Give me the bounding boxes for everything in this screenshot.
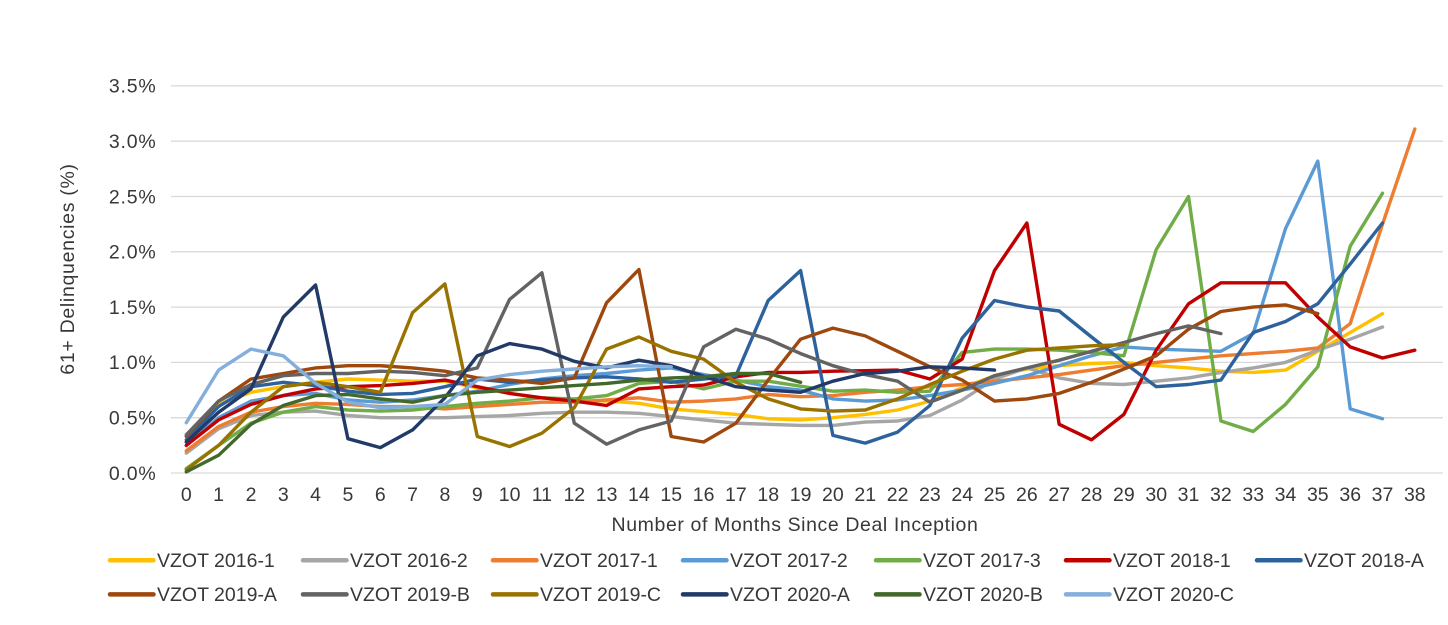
svg-text:0.0%: 0.0%: [109, 463, 157, 485]
svg-text:17: 17: [725, 484, 747, 506]
svg-text:61+ Delinquencies (%): 61+ Delinquencies (%): [57, 163, 79, 374]
svg-text:12: 12: [563, 484, 585, 506]
svg-text:30: 30: [1145, 484, 1167, 506]
svg-text:3: 3: [278, 484, 289, 506]
svg-text:24: 24: [951, 484, 973, 506]
svg-text:1.0%: 1.0%: [109, 352, 157, 374]
svg-text:VZOT 2017-1: VZOT 2017-1: [540, 550, 658, 572]
svg-text:VZOT 2019-C: VZOT 2019-C: [540, 584, 661, 606]
svg-text:6: 6: [375, 484, 386, 506]
svg-text:32: 32: [1210, 484, 1232, 506]
svg-text:33: 33: [1242, 484, 1264, 506]
svg-text:2.5%: 2.5%: [109, 186, 157, 208]
svg-text:VZOT 2019-A: VZOT 2019-A: [157, 584, 277, 606]
svg-text:1.5%: 1.5%: [109, 297, 157, 319]
svg-text:27: 27: [1048, 484, 1070, 506]
svg-text:3.0%: 3.0%: [109, 131, 157, 153]
svg-text:29: 29: [1113, 484, 1135, 506]
svg-text:0: 0: [181, 484, 192, 506]
svg-text:19: 19: [790, 484, 812, 506]
svg-text:16: 16: [693, 484, 715, 506]
svg-text:26: 26: [1016, 484, 1038, 506]
svg-text:0.5%: 0.5%: [109, 408, 157, 430]
svg-text:14: 14: [628, 484, 650, 506]
svg-text:VZOT 2016-1: VZOT 2016-1: [157, 550, 275, 572]
svg-text:36: 36: [1339, 484, 1361, 506]
svg-text:2.0%: 2.0%: [109, 242, 157, 264]
svg-text:18: 18: [757, 484, 779, 506]
svg-text:13: 13: [596, 484, 618, 506]
svg-text:10: 10: [499, 484, 521, 506]
svg-text:35: 35: [1307, 484, 1329, 506]
svg-text:21: 21: [854, 484, 876, 506]
svg-text:2: 2: [246, 484, 257, 506]
svg-text:VZOT 2020-C: VZOT 2020-C: [1113, 584, 1234, 606]
svg-text:20: 20: [822, 484, 844, 506]
svg-text:VZOT 2017-3: VZOT 2017-3: [923, 550, 1041, 572]
svg-text:11: 11: [532, 484, 552, 506]
svg-text:VZOT 2018-1: VZOT 2018-1: [1113, 550, 1231, 572]
svg-text:28: 28: [1081, 484, 1103, 506]
svg-text:8: 8: [439, 484, 450, 506]
svg-text:Number of Months Since Deal In: Number of Months Since Deal Inception: [612, 514, 979, 536]
svg-text:5: 5: [342, 484, 353, 506]
svg-text:25: 25: [984, 484, 1006, 506]
svg-text:37: 37: [1372, 484, 1394, 506]
svg-text:7: 7: [407, 484, 418, 506]
svg-text:VZOT 2020-B: VZOT 2020-B: [923, 584, 1043, 606]
svg-text:4: 4: [310, 484, 321, 506]
svg-text:23: 23: [919, 484, 941, 506]
svg-text:VZOT 2019-B: VZOT 2019-B: [350, 584, 470, 606]
svg-text:9: 9: [472, 484, 483, 506]
svg-text:38: 38: [1404, 484, 1426, 506]
svg-text:VZOT 2016-2: VZOT 2016-2: [350, 550, 468, 572]
svg-text:15: 15: [660, 484, 682, 506]
svg-text:1: 1: [213, 484, 224, 506]
svg-text:3.5%: 3.5%: [109, 76, 157, 98]
svg-text:22: 22: [887, 484, 909, 506]
svg-text:31: 31: [1178, 484, 1200, 506]
svg-text:VZOT 2020-A: VZOT 2020-A: [730, 584, 850, 606]
svg-text:VZOT 2018-A: VZOT 2018-A: [1304, 550, 1424, 572]
svg-text:VZOT 2017-2: VZOT 2017-2: [730, 550, 848, 572]
svg-text:34: 34: [1275, 484, 1297, 506]
